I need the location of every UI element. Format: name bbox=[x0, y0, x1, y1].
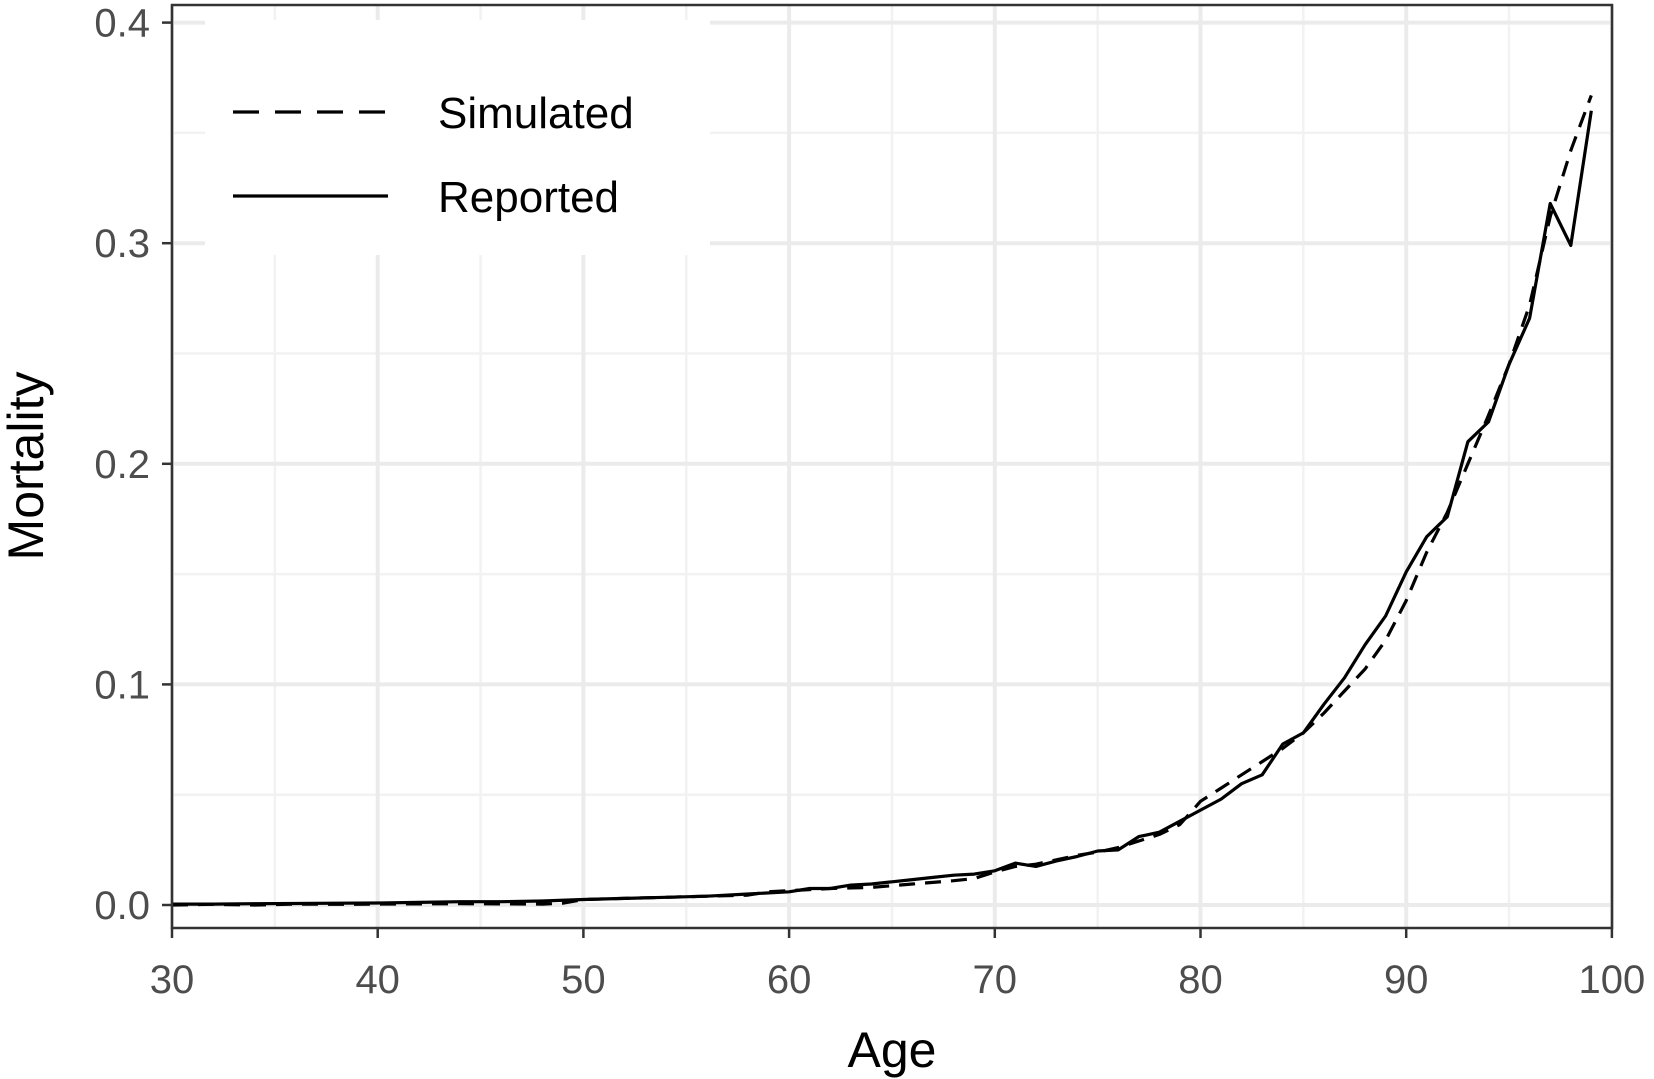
minor-gridlines bbox=[172, 5, 1612, 928]
legend-label-reported: Reported bbox=[438, 173, 619, 222]
y-tick-label: 0.4 bbox=[94, 2, 150, 46]
legend-box bbox=[205, 20, 710, 255]
y-axis-title: Mortality bbox=[0, 372, 54, 561]
x-tick-label: 90 bbox=[1384, 958, 1429, 1002]
x-tick-label: 60 bbox=[767, 958, 812, 1002]
y-tick-label: 0.1 bbox=[94, 663, 150, 707]
y-axis-ticks: 0.0 0.1 0.2 0.3 0.4 bbox=[94, 2, 172, 928]
x-axis-ticks: 30 40 50 60 70 80 90 100 bbox=[150, 928, 1646, 1002]
series-lines bbox=[171, 94, 1593, 907]
x-tick-label: 100 bbox=[1579, 958, 1646, 1002]
x-tick-label: 70 bbox=[973, 958, 1018, 1002]
series-line-reported bbox=[172, 110, 1593, 906]
y-tick-label: 0.2 bbox=[94, 443, 150, 487]
x-tick-label: 40 bbox=[355, 958, 400, 1002]
y-tick-label: 0.0 bbox=[94, 884, 150, 928]
x-tick-label: 30 bbox=[150, 958, 195, 1002]
y-tick-label: 0.3 bbox=[94, 222, 150, 266]
legend: Simulated Reported bbox=[205, 20, 710, 255]
x-tick-label: 80 bbox=[1178, 958, 1223, 1002]
plot-panel-border bbox=[170, 3, 1614, 930]
x-tick-label: 50 bbox=[561, 958, 606, 1002]
x-axis-title: Age bbox=[848, 1022, 937, 1078]
legend-label-simulated: Simulated bbox=[438, 89, 634, 138]
